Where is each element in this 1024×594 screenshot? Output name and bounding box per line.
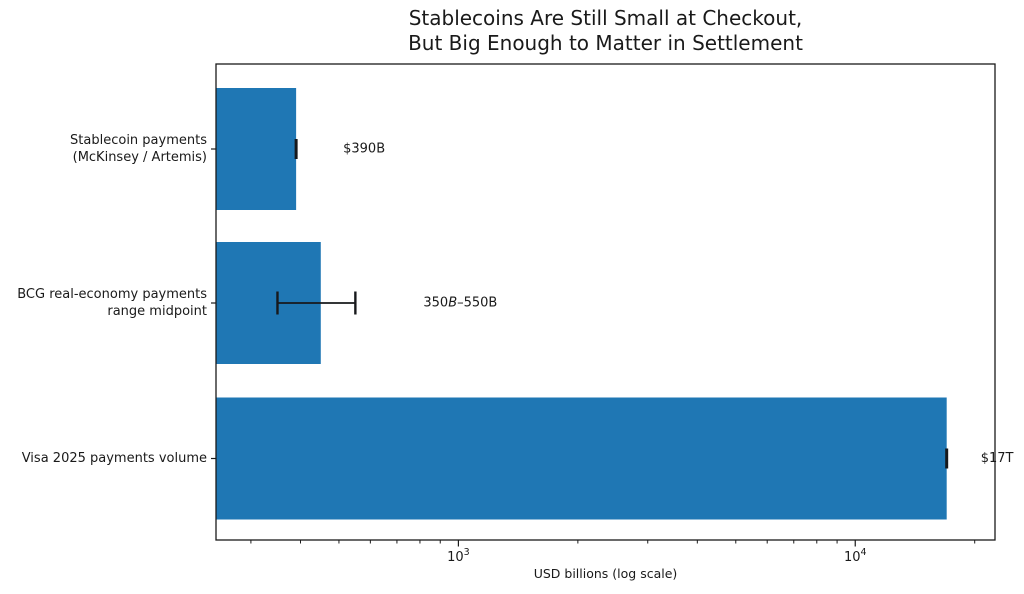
chart-title-line-2: But Big Enough to Matter in Settlement <box>408 31 803 55</box>
x-tick-label: 104 <box>844 547 867 565</box>
y-tick-label: Visa 2025 payments volume <box>22 451 207 466</box>
bar <box>216 88 297 210</box>
x-axis-label: USD billions (log scale) <box>533 566 678 581</box>
x-tick-label: 103 <box>447 547 470 565</box>
bar <box>216 397 947 520</box>
chart-title: Stablecoins Are Still Small at Checkout,… <box>216 6 995 56</box>
value-annotation: 350B–550B <box>423 296 497 311</box>
value-annotation: $17T <box>981 451 1014 466</box>
y-tick-label: BCG real-economy payments range midpoint <box>17 287 207 319</box>
chart-title-line-1: Stablecoins Are Still Small at Checkout, <box>408 6 803 30</box>
value-annotation: $390B <box>343 142 385 157</box>
plot-frame <box>215 63 996 541</box>
y-tick-label: Stablecoin payments (McKinsey / Artemis) <box>70 133 207 165</box>
